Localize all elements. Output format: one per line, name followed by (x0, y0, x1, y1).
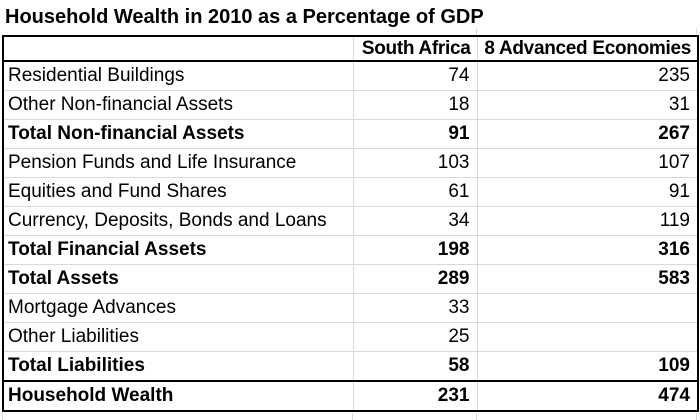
advanced-economies-value-cell: 91 (477, 177, 698, 207)
column-header-blank (3, 36, 354, 62)
south-africa-value-cell: 74 (353, 61, 478, 91)
row-label-cell: Other Non-financial Assets (3, 90, 354, 120)
south-africa-value-cell: 61 (353, 177, 478, 207)
row-label-cell: Household Wealth (3, 381, 354, 412)
south-africa-value-cell: 58 (353, 351, 478, 382)
table-row-total-liabilities: Total Liabilities 58 109 (3, 351, 698, 382)
table-row-mortgage-advances: Mortgage Advances 33 (3, 293, 698, 323)
column-header-advanced-economies: 8 Advanced Economies (477, 36, 698, 62)
advanced-economies-value-cell: 583 (477, 264, 698, 294)
south-africa-value-cell: 25 (353, 322, 478, 352)
row-label-cell: Other Liabilities (3, 322, 354, 352)
advanced-economies-value-cell: 316 (477, 235, 698, 265)
row-label-cell: Total Non-financial Assets (3, 119, 354, 149)
table-row-other-nonfinancial-assets: Other Non-financial Assets 18 31 (3, 90, 698, 120)
advanced-economies-value-cell: 119 (477, 206, 698, 236)
row-label-cell: Pension Funds and Life Insurance (3, 148, 354, 178)
table-row-household-wealth: Household Wealth 231 474 (3, 381, 698, 412)
page-title: Household Wealth in 2010 as a Percentage… (5, 6, 484, 28)
table-row-total-nonfinancial-assets: Total Non-financial Assets 91 267 (3, 119, 698, 149)
south-africa-value-cell: 289 (353, 264, 478, 294)
advanced-economies-value-cell: 267 (477, 119, 698, 149)
gridline-stub (696, 28, 697, 35)
row-label-cell: Total Assets (3, 264, 354, 294)
advanced-economies-value-cell: 31 (477, 90, 698, 120)
gridline-stub (696, 413, 697, 420)
gridline-stub (2, 413, 3, 420)
south-africa-value-cell: 91 (353, 119, 478, 149)
row-label-cell: Total Financial Assets (3, 235, 354, 265)
advanced-economies-value-cell: 235 (477, 61, 698, 91)
south-africa-value-cell: 33 (353, 293, 478, 323)
household-wealth-table: South Africa 8 Advanced Economies Reside… (2, 35, 699, 412)
advanced-economies-value-cell: 107 (477, 148, 698, 178)
header-row: South Africa 8 Advanced Economies (3, 36, 698, 62)
column-header-south-africa: South Africa (353, 36, 478, 62)
table-row-total-financial-assets: Total Financial Assets 198 316 (3, 235, 698, 265)
row-label-cell: Currency, Deposits, Bonds and Loans (3, 206, 354, 236)
table-row-total-assets: Total Assets 289 583 (3, 264, 698, 294)
advanced-economies-value-cell: 474 (477, 381, 698, 412)
row-label-cell: Residential Buildings (3, 61, 354, 91)
south-africa-value-cell: 231 (353, 381, 478, 412)
south-africa-value-cell: 198 (353, 235, 478, 265)
south-africa-value-cell: 18 (353, 90, 478, 120)
row-label-cell: Equities and Fund Shares (3, 177, 354, 207)
table-row-currency-deposits-bonds-loans: Currency, Deposits, Bonds and Loans 34 1… (3, 206, 698, 236)
advanced-economies-value-cell: 109 (477, 351, 698, 382)
row-label-cell: Total Liabilities (3, 351, 354, 382)
gridline-stub (476, 413, 477, 420)
south-africa-value-cell: 34 (353, 206, 478, 236)
table-row-pension-funds-life-insurance: Pension Funds and Life Insurance 103 107 (3, 148, 698, 178)
gridline-stub (476, 28, 477, 35)
advanced-economies-value-cell (477, 293, 698, 323)
gridline-stub (352, 413, 353, 420)
south-africa-value-cell: 103 (353, 148, 478, 178)
table-row-residential-buildings: Residential Buildings 74 235 (3, 61, 698, 91)
row-label-cell: Mortgage Advances (3, 293, 354, 323)
table-row-equities-fund-shares: Equities and Fund Shares 61 91 (3, 177, 698, 207)
advanced-economies-value-cell (477, 322, 698, 352)
table-row-other-liabilities: Other Liabilities 25 (3, 322, 698, 352)
